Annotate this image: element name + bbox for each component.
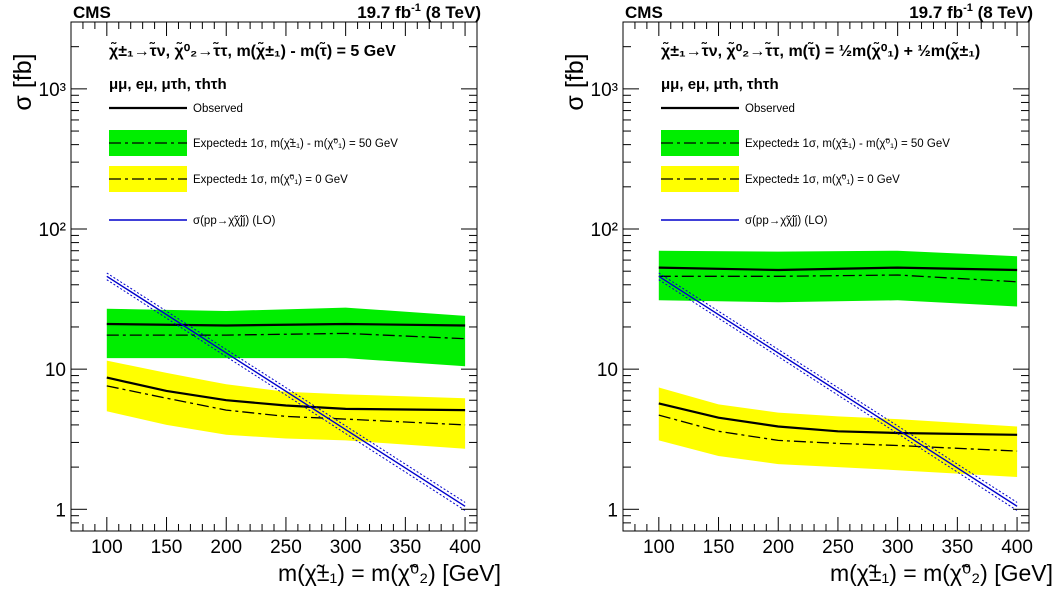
x-axis-title: m(χ̃±₁) = m(χ̃⁰₂) [GeV] <box>830 560 1053 586</box>
xsec-uncert-low-line <box>106 279 466 511</box>
chart-panel-2: 100 150 200 250 300 350 400 1 10 10² 10³ CMS 19.7 fb… <box>561 2 1053 586</box>
x-tick-label: 250 <box>270 537 302 558</box>
legend-label: σ(pp→χ̃χ̃jj) (LO) <box>745 215 828 227</box>
legend-label: Expected± 1σ, m(χ̃±₁) - m(χ̃⁰₁) = 50 GeV <box>745 138 950 150</box>
plot-frame <box>70 21 478 532</box>
y-axis-title: σ [fb] <box>9 53 37 110</box>
energy-label: (8 TeV) <box>973 3 1033 22</box>
legend-label: Expected± 1σ, m(χ̃⁰₁) = 0 GeV <box>745 174 900 186</box>
xsec-line <box>658 275 1018 507</box>
xsec-line <box>106 275 466 507</box>
observed-yellow-line <box>658 402 1018 436</box>
luminosity-exponent: -1 <box>963 2 973 14</box>
xsec-uncert-high-line <box>106 272 466 503</box>
x-tick-label: 200 <box>762 537 794 558</box>
expected-yellow-line <box>106 385 466 426</box>
luminosity-exponent: -1 <box>411 2 421 14</box>
observed-green-line <box>658 266 1018 272</box>
legend-label: σ(pp→χ̃χ̃jj) (LO) <box>193 215 276 227</box>
observed-yellow-line <box>106 376 466 412</box>
experiment-label: CMS <box>73 3 111 22</box>
chart-panel-1: 100 150 200 250 300 350 400 1 10 10² 10³ CMS 19.7 fb… <box>9 2 501 586</box>
plot-area <box>106 272 466 511</box>
y-tick-label: 10 <box>597 360 618 381</box>
channel-title: μμ, eμ, μτh, τhτh <box>661 76 779 93</box>
channel-title: μμ, eμ, μτh, τhτh <box>109 76 227 93</box>
plot-area <box>658 250 1018 511</box>
x-tick-label: 400 <box>449 537 481 558</box>
x-tick-label: 150 <box>703 537 735 558</box>
x-tick-label: 100 <box>91 537 123 558</box>
x-tick-label: 100 <box>643 537 675 558</box>
process-title: χ̃±₁→τ̃ν, χ̃⁰₂→τ̃τ, m(τ̃) = ½m(χ̃⁰₁) + ½… <box>661 40 980 60</box>
y-tick-label: 1 <box>607 500 618 521</box>
y-tick-label: 10² <box>39 220 66 241</box>
x-tick-label: 150 <box>151 537 183 558</box>
green-band-2 <box>658 250 1018 307</box>
x-tick-label: 300 <box>330 537 362 558</box>
green-band-1 <box>106 307 466 367</box>
y-tick-label: 10 <box>45 360 66 381</box>
x-tick-label: 400 <box>1001 537 1033 558</box>
legend-label: Observed <box>745 103 795 115</box>
y-tick-label: 1 <box>55 500 66 521</box>
legend-label: Expected± 1σ, m(χ̃⁰₁) = 0 GeV <box>193 174 348 186</box>
luminosity-value: 19.7 fb <box>357 3 411 22</box>
expected-green-line <box>658 274 1018 283</box>
x-tick-label: 200 <box>210 537 242 558</box>
x-tick-label: 350 <box>390 537 422 558</box>
expected-green-line <box>106 332 466 340</box>
y-tick-label: 10² <box>591 220 618 241</box>
y-tick-label: 10³ <box>39 80 66 101</box>
xsec-uncert-high-line <box>658 272 1018 503</box>
legend-label: Observed <box>193 103 243 115</box>
x-tick-label: 250 <box>822 537 854 558</box>
luminosity-label: 19.7 fb-1 (8 TeV) <box>909 2 1033 22</box>
observed-green-line <box>106 322 466 327</box>
y-axis-title: σ [fb] <box>561 53 589 110</box>
luminosity-value: 19.7 fb <box>909 3 963 22</box>
x-axis-title: m(χ̃±₁) = m(χ̃⁰₂) [GeV] <box>278 560 501 586</box>
xsec-uncert-low-line <box>658 279 1018 511</box>
expected-yellow-line <box>658 414 1018 452</box>
x-tick-label: 300 <box>882 537 914 558</box>
energy-label: (8 TeV) <box>421 3 481 22</box>
luminosity-label: 19.7 fb-1 (8 TeV) <box>357 2 481 22</box>
legend-label: Expected± 1σ, m(χ̃±₁) - m(χ̃⁰₁) = 50 GeV <box>193 138 398 150</box>
y-tick-label: 10³ <box>591 80 618 101</box>
x-tick-label: 350 <box>942 537 974 558</box>
process-title: χ̃±₁→τ̃ν, χ̃⁰₂→τ̃τ, m(χ̃±₁) - m(τ̃) = 5 … <box>109 40 396 60</box>
experiment-label: CMS <box>625 3 663 22</box>
